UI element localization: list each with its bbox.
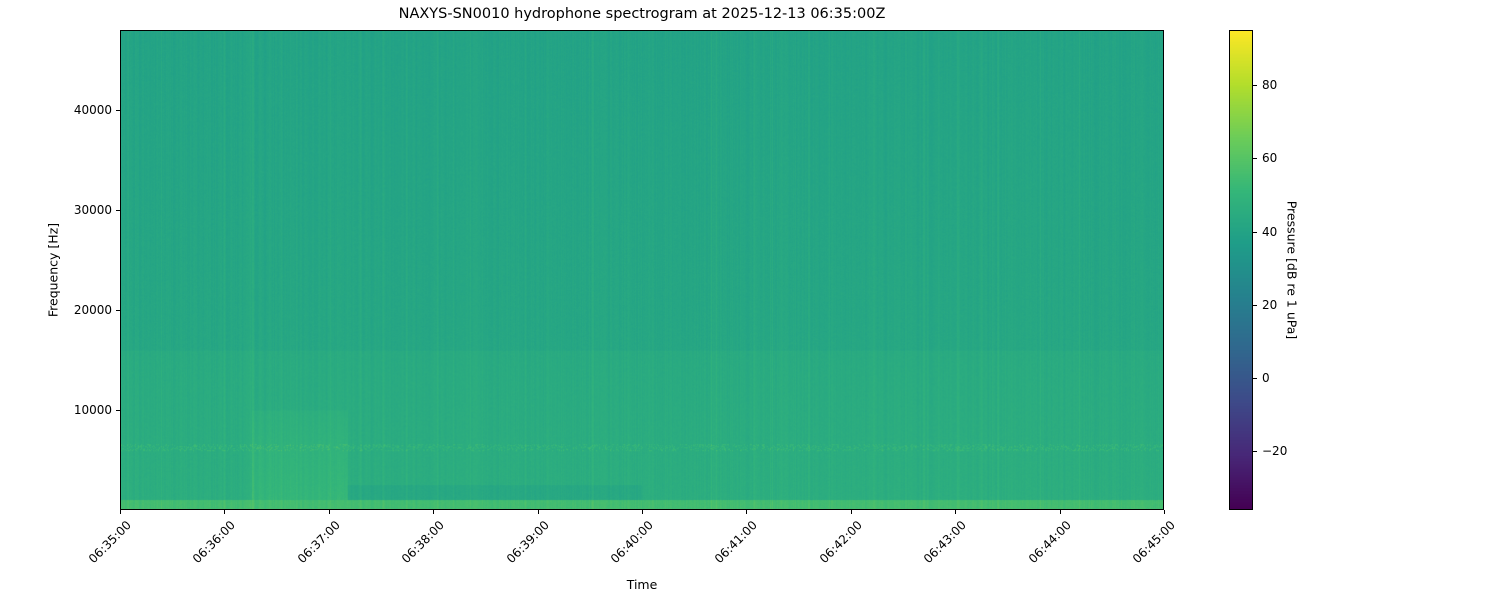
x-tick-label: 06:44:00: [1025, 518, 1074, 567]
colorbar-tick-label: 20: [1262, 297, 1278, 312]
y-tick-label: 30000: [73, 203, 112, 217]
y-tick-label: 10000: [73, 403, 112, 417]
y-tick-mark: [116, 410, 120, 411]
colorbar-tick-mark: [1253, 378, 1257, 380]
colorbar-tick-mark: [1253, 158, 1257, 160]
x-tick-mark: [850, 510, 852, 514]
x-tick-label: 06:37:00: [294, 518, 343, 567]
chart-title: NAXYS-SN0010 hydrophone spectrogram at 2…: [398, 6, 886, 22]
y-axis-label: Frequency [Hz]: [45, 222, 61, 318]
spectrogram-heatmap: [121, 31, 1163, 509]
x-tick-label: 06:41:00: [712, 518, 761, 567]
x-tick-label: 06:36:00: [190, 518, 239, 567]
colorbar-tick-mark: [1253, 84, 1257, 86]
x-tick-label: 06:45:00: [1129, 518, 1178, 567]
y-tick-label: 40000: [73, 103, 112, 117]
colorbar-tick-label: −20: [1262, 444, 1288, 459]
y-tick-mark: [116, 310, 120, 311]
x-tick-label: 06:40:00: [607, 518, 656, 567]
spectrogram-plot-area: [120, 30, 1164, 510]
x-tick-mark: [1164, 510, 1165, 514]
y-tick-mark: [116, 110, 120, 111]
colorbar-gradient: [1230, 31, 1252, 509]
x-tick-label: 06:38:00: [399, 518, 448, 567]
x-tick-label: 06:43:00: [921, 518, 970, 567]
colorbar-tick-mark: [1253, 451, 1257, 453]
colorbar-tick-label: 80: [1262, 77, 1278, 92]
x-tick-label: 06:42:00: [816, 518, 865, 567]
colorbar: [1229, 30, 1253, 510]
x-tick-mark: [1059, 510, 1061, 514]
x-tick-mark: [328, 510, 330, 514]
x-tick-mark: [433, 510, 435, 514]
x-tick-mark: [746, 510, 748, 514]
x-tick-mark: [224, 510, 226, 514]
y-tick-label: 20000: [73, 303, 112, 317]
colorbar-label: Pressure [dB re 1 uPa]: [1284, 200, 1300, 340]
colorbar-tick-label: 60: [1262, 151, 1278, 166]
colorbar-tick-label: 40: [1262, 224, 1278, 239]
x-tick-mark: [120, 510, 121, 514]
x-tick-label: 06:39:00: [503, 518, 552, 567]
x-tick-label: 06:35:00: [85, 518, 134, 567]
x-axis-label: Time: [626, 577, 658, 592]
y-tick-mark: [116, 210, 120, 211]
colorbar-tick-mark: [1253, 231, 1257, 233]
x-tick-mark: [955, 510, 957, 514]
x-tick-mark: [537, 510, 539, 514]
colorbar-tick-label: 0: [1262, 371, 1270, 386]
colorbar-tick-mark: [1253, 304, 1257, 306]
x-tick-mark: [642, 510, 643, 514]
